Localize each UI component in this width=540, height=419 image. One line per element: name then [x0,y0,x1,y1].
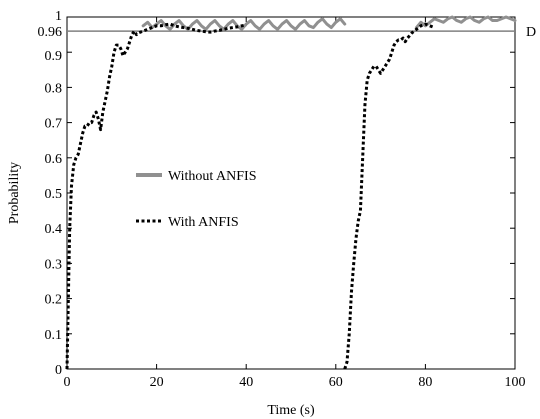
y-tick-label: 0.6 [45,152,63,167]
y-tick-label: 0.9 [45,49,63,64]
x-tick-label: 80 [418,375,432,390]
legend-label-without-anfis: Without ANFIS [168,169,257,184]
x-tick-label: 100 [505,375,526,390]
y-tick-label: 0.8 [45,81,63,96]
series-line-with-anfis [343,22,435,370]
y-tick-label: 0 [55,363,62,378]
y-tick-label: 1 [55,9,62,24]
reference-value-label: 0.96 [38,25,63,40]
y-tick-label: 0.3 [45,257,63,272]
y-tick-label: 0.4 [45,222,63,237]
x-tick-label: 40 [239,375,253,390]
y-axis-title: Probability [7,162,22,224]
plot-area [66,16,516,370]
y-tick-label: 0.1 [45,328,63,343]
x-tick-label: 20 [150,375,164,390]
reference-line-label: D [526,25,536,40]
series-layer [65,15,517,370]
x-tick-label: 60 [329,375,343,390]
series-line-without-anfis [414,15,517,30]
legend-label-with-anfis: With ANFIS [168,215,239,230]
y-tick-label: 0.2 [45,293,63,308]
x-axis-ticks: 0 20 40 60 80 100 [64,17,526,390]
y-tick-label: 0.7 [45,117,63,132]
x-axis-title: Time (s) [267,403,315,418]
series-line-with-anfis [65,22,247,370]
y-tick-label: 0.5 [45,187,63,202]
x-tick-label: 0 [64,375,71,390]
y-axis-ticks: 0 0.1 0.2 0.3 0.4 0.5 0.6 0.7 0.8 0.9 1 [45,9,515,378]
series-line-without-anfis [141,17,347,31]
legend: Without ANFIS With ANFIS [136,169,257,230]
